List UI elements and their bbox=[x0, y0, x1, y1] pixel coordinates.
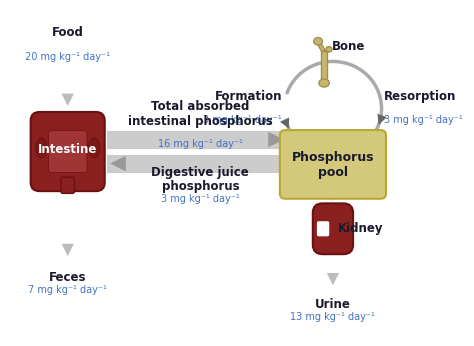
Text: pool: pool bbox=[318, 166, 348, 179]
Text: 3 mg kg⁻¹ day⁻¹: 3 mg kg⁻¹ day⁻¹ bbox=[161, 194, 240, 204]
Polygon shape bbox=[321, 51, 327, 83]
Text: Intestine: Intestine bbox=[38, 143, 97, 156]
FancyBboxPatch shape bbox=[313, 203, 353, 254]
Ellipse shape bbox=[326, 47, 332, 52]
Text: Total absorbed: Total absorbed bbox=[151, 100, 249, 113]
Text: Bone: Bone bbox=[332, 40, 365, 53]
Ellipse shape bbox=[36, 138, 47, 158]
Text: Food: Food bbox=[52, 26, 83, 39]
Polygon shape bbox=[318, 44, 326, 51]
Ellipse shape bbox=[88, 138, 100, 158]
Text: Digestive juice: Digestive juice bbox=[151, 166, 249, 179]
Text: Urine: Urine bbox=[315, 298, 351, 311]
Text: Formation: Formation bbox=[215, 91, 282, 103]
FancyBboxPatch shape bbox=[317, 221, 329, 236]
Ellipse shape bbox=[319, 79, 329, 87]
FancyBboxPatch shape bbox=[280, 130, 386, 199]
Text: 20 mg kg⁻¹ day⁻¹: 20 mg kg⁻¹ day⁻¹ bbox=[25, 52, 110, 62]
FancyBboxPatch shape bbox=[31, 112, 105, 191]
FancyBboxPatch shape bbox=[48, 130, 87, 173]
Text: 3 mg kg⁻¹ day⁻¹: 3 mg kg⁻¹ day⁻¹ bbox=[384, 115, 463, 125]
Text: phosphorus: phosphorus bbox=[162, 180, 239, 193]
Text: Feces: Feces bbox=[49, 271, 86, 284]
Text: 16 mg kg⁻¹ day⁻¹: 16 mg kg⁻¹ day⁻¹ bbox=[158, 139, 243, 149]
Ellipse shape bbox=[314, 38, 322, 45]
Text: Resorption: Resorption bbox=[384, 91, 456, 103]
Text: 13 mg kg⁻¹ day⁻¹: 13 mg kg⁻¹ day⁻¹ bbox=[291, 312, 375, 322]
FancyBboxPatch shape bbox=[61, 177, 74, 193]
Text: Phosphorus: Phosphorus bbox=[292, 151, 374, 164]
Text: intestinal phosphorus: intestinal phosphorus bbox=[128, 115, 273, 128]
Text: Kidney: Kidney bbox=[337, 222, 383, 235]
Text: 7 mg kg⁻¹ day⁻¹: 7 mg kg⁻¹ day⁻¹ bbox=[28, 285, 107, 295]
Text: 3 mg kg⁻¹ day⁻¹: 3 mg kg⁻¹ day⁻¹ bbox=[203, 115, 282, 125]
